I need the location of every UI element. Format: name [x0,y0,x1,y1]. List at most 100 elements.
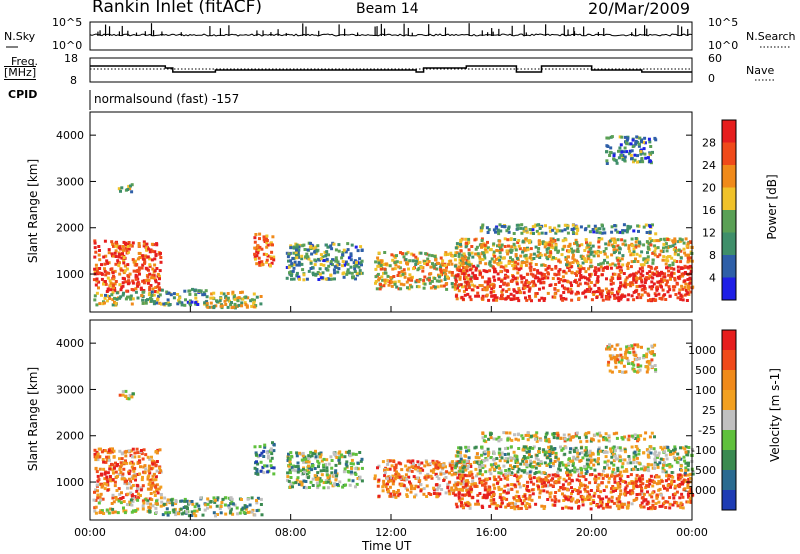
power-cell [148,250,152,254]
power-cell [554,266,558,270]
velocity-cell [623,488,627,492]
velocity-cell [581,503,585,507]
velocity-cell [657,451,661,455]
velocity-cell [631,481,634,485]
velocity-cell [554,451,558,455]
power-cell [486,231,490,234]
velocity-cell [240,498,243,501]
velocity-cell [149,467,153,471]
power-cell [93,246,97,250]
velocity-cell [551,448,555,451]
velocity-cell [132,469,136,473]
velocity-cell [437,465,441,469]
velocity-cell [110,502,114,505]
velocity-cell [560,448,564,452]
power-cell [134,273,138,277]
velocity-cell [97,501,101,505]
velocity-cell [551,451,555,455]
power-cell [609,282,613,286]
velocity-cell [564,446,568,450]
velocity-cell [665,463,669,467]
power-cell [619,297,623,301]
power-cell [498,285,502,288]
velocity-cell [409,482,413,486]
power-cell [545,247,549,251]
power-cell [484,269,488,273]
power-cell [258,232,262,236]
power-cell [97,245,101,248]
velocity-cell [272,443,276,447]
power-cell [389,279,393,283]
freq-panel-frame [89,57,693,83]
velocity-cell [618,500,622,504]
velocity-cell [322,465,326,469]
power-cell [524,253,528,257]
power-cell [327,253,330,257]
power-cell [272,258,276,262]
velocity-cell [480,504,484,508]
velocity-cell [391,495,395,499]
power-cell [114,301,118,305]
power-cell [642,243,646,247]
velocity-cell [255,468,259,472]
velocity-cell [507,467,511,471]
velocity-cell [113,466,116,470]
velocity-cell [478,461,482,465]
power-cell [167,303,171,307]
velocity-cell [641,482,645,486]
power-cell [584,289,588,293]
velocity-cell [691,493,695,497]
power-cell [345,272,349,276]
velocity-cell [133,451,137,455]
velocity-cell [621,505,625,509]
velocity-cell [107,511,111,515]
power-cell [271,243,274,247]
power-cell [157,286,161,290]
velocity-cell [474,502,478,506]
velocity-cell [248,503,252,507]
power-cell [616,277,620,281]
power-cell [649,243,653,247]
power-cell [405,280,409,284]
power-cell [253,246,257,250]
power-cell [474,247,478,251]
power-cell [400,270,404,273]
velocity-cell [298,480,302,484]
power-cell [110,240,114,244]
power-cell [501,297,505,301]
power-cell [122,261,126,265]
power-cell [432,265,436,269]
velocity-cell [392,460,396,463]
power-cell [497,232,501,236]
velocity-cell [462,460,466,464]
power-cell [583,257,586,261]
velocity-cell [679,464,683,468]
velocity-cell [136,498,140,502]
power-cell [453,264,457,268]
power-cell [601,298,605,302]
velocity-cell [302,485,306,489]
velocity-cell [524,456,528,460]
power-cell [438,273,442,277]
velocity-cell [436,486,440,490]
power-cell [481,294,485,298]
velocity-cell [123,480,127,484]
velocity-cell [511,466,514,470]
power-cell [397,287,401,291]
velocity-cell [640,496,644,500]
power-cell [230,301,233,304]
velocity-cell [347,470,351,474]
velocity-cell [262,449,266,453]
power-cell [465,280,469,284]
velocity-cell [103,449,107,453]
power-cell [374,260,378,264]
velocity-cell [671,503,675,507]
power-cell [448,270,452,274]
velocity-cell [612,463,616,467]
velocity-cell [549,491,553,495]
power-cell [616,258,620,262]
velocity-cell [561,486,565,490]
power-cell [401,252,405,256]
power-cell [623,155,627,159]
power-cell [158,269,162,273]
